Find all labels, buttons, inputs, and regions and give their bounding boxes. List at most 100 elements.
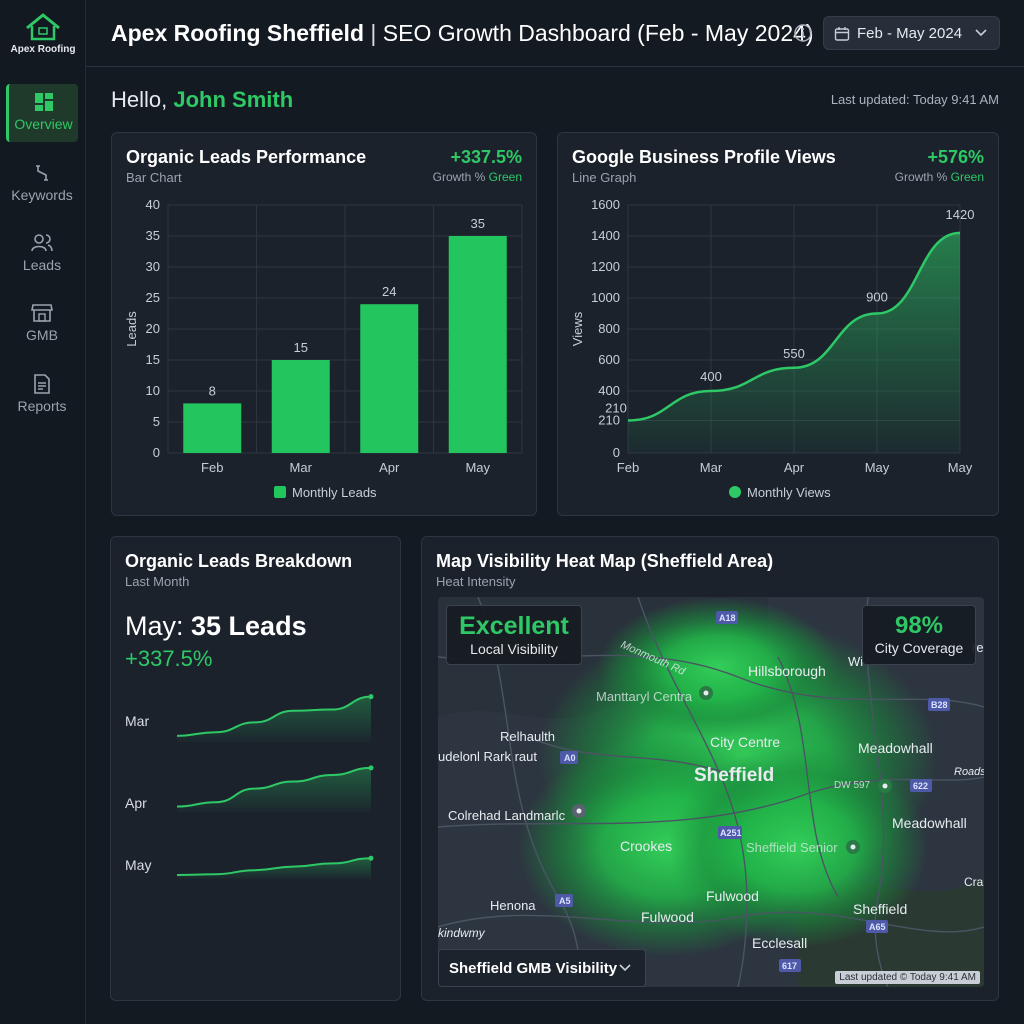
- date-range-picker[interactable]: Feb - May 2024: [823, 16, 1000, 50]
- legend-label: Monthly Views: [747, 485, 831, 500]
- card-subtitle: Heat Intensity: [436, 574, 516, 589]
- data-label: 15: [294, 340, 308, 355]
- organic-leads-card: Organic Leads Performance Bar Chart +337…: [111, 132, 537, 516]
- road-badge: A18: [719, 613, 736, 623]
- data-label: 550: [783, 346, 805, 361]
- sparkline-line: [176, 766, 372, 808]
- place-label: Meadowhall: [858, 740, 933, 756]
- y-tick-label: 15: [146, 352, 160, 367]
- greeting: Hello, John Smith: [111, 87, 293, 113]
- breakdown-month: May:: [125, 611, 192, 641]
- coverage-caption: City Coverage: [874, 640, 964, 656]
- data-label: 400: [700, 369, 722, 384]
- place-label: Ecclesall: [752, 935, 807, 951]
- place-label: Colrehad Landmarlc: [448, 808, 566, 823]
- y-tick-label: 10: [146, 383, 160, 398]
- map-pin-icon: [878, 779, 892, 793]
- place-label: Relhaulth: [500, 729, 555, 744]
- map-layer-label: Sheffield GMB Visibility: [449, 960, 618, 977]
- card-subtitle: Last Month: [125, 574, 190, 589]
- data-label: 210: [605, 400, 627, 415]
- page-title-rest: SEO Growth Dashboard (Feb - May 2024): [382, 20, 814, 46]
- series-line: [627, 231, 961, 422]
- legend-label: Monthly Leads: [292, 485, 377, 500]
- x-tick-label: Apr: [784, 460, 805, 475]
- info-icon[interactable]: [793, 23, 813, 43]
- growth-value: +576%: [927, 147, 984, 167]
- coverage-value: 98%: [894, 612, 944, 639]
- area-fill: [628, 232, 960, 453]
- sparkline-label: Apr: [125, 795, 147, 811]
- sparkline-label: Mar: [125, 713, 150, 729]
- sidebar-item-reports[interactable]: Reports: [6, 366, 78, 424]
- card-subtitle: Line Graph: [572, 170, 637, 185]
- road-badge: B28: [931, 700, 948, 710]
- data-label: 8: [209, 383, 216, 398]
- sparkline-line: [176, 695, 372, 737]
- y-tick-label: 600: [598, 352, 620, 367]
- breakdown-sparklines: [176, 694, 374, 879]
- sidebar-item-label: Overview: [14, 116, 73, 132]
- coverage-badge: 98% City Coverage: [862, 605, 976, 665]
- heat-map-card: Map Visibility Heat Map (Sheffield Area)…: [421, 536, 999, 1001]
- place-label: Manttaryl Centra: [596, 689, 693, 704]
- breakdown-total: May: 35 Leads: [125, 611, 307, 642]
- place-label: City Centre: [710, 734, 780, 750]
- place-label: Meadowhall: [892, 815, 967, 831]
- road-badge: 617: [782, 961, 797, 971]
- y-tick-label: 400: [598, 383, 620, 398]
- x-tick-label: Mar: [700, 460, 723, 475]
- brand-logo[interactable]: Apex Roofing: [0, 12, 86, 55]
- map-credit: Last updated © Today 9:41 AM: [835, 971, 980, 984]
- sparkline-end-point: [368, 855, 374, 861]
- card-title: Organic Leads Performance: [126, 147, 367, 167]
- place-label: kindwmy: [438, 926, 486, 940]
- card-subtitle: Bar Chart: [126, 170, 182, 185]
- y-tick-label: 25: [146, 290, 160, 305]
- growth-caption: Growth % Green: [895, 170, 984, 184]
- y-axis-label: Leads: [124, 311, 139, 347]
- y-tick-label: 1000: [591, 290, 620, 305]
- map-pin-icon: [846, 840, 860, 854]
- bar: [271, 360, 330, 453]
- card-title: Google Business Profile Views: [572, 147, 836, 167]
- place-label: Sheffield: [694, 765, 774, 786]
- place-label: Sheffield: [853, 901, 907, 917]
- road-badge: A5: [559, 896, 571, 906]
- greeting-prefix: Hello,: [111, 87, 174, 112]
- breakdown-leads: 35 Leads: [191, 611, 307, 641]
- growth-caption-color: Green: [488, 170, 522, 184]
- breakdown-growth: +337.5%: [125, 646, 213, 671]
- x-tick-label: Feb: [617, 460, 639, 475]
- views-line-chart: 0 210 400 600 800 1000 1200 1400 1600 Views 210 Feb…: [570, 197, 974, 500]
- road-badge: A0: [564, 753, 576, 763]
- top-header: Apex Roofing Sheffield | SEO Growth Dash…: [86, 0, 1024, 67]
- sidebar-item-gmb[interactable]: GMB: [6, 295, 78, 353]
- heat-map[interactable]: Hillsborough Manttaryl Centra Relhaulth …: [438, 597, 984, 987]
- visibility-rating: Excellent: [459, 612, 569, 640]
- place-label: Hillsborough: [748, 663, 826, 679]
- card-title: Map Visibility Heat Map (Sheffield Area): [436, 551, 774, 571]
- sidebar-item-keywords[interactable]: Keywords: [6, 155, 78, 213]
- place-label: re: [972, 640, 984, 655]
- bar: [448, 236, 507, 453]
- y-axis-label: Views: [570, 311, 585, 346]
- sidebar-item-overview[interactable]: Overview: [6, 84, 78, 142]
- brand-name: Apex Roofing: [10, 44, 76, 55]
- map-layer-select[interactable]: Sheffield GMB Visibility: [438, 949, 646, 987]
- sparkline-area: [177, 696, 371, 742]
- y-tick-label: 0: [153, 445, 160, 460]
- leads-bar-chart: 0 5 10 15 20 25 30 35 40 Leads 8 Feb 15 Mar 24 Apr 35 May…: [124, 197, 523, 500]
- place-label: Henona: [490, 898, 536, 913]
- y-tick-label: 40: [146, 197, 160, 212]
- user-name: John Smith: [173, 87, 294, 112]
- bar: [360, 304, 419, 453]
- x-tick-label: Apr: [379, 460, 400, 475]
- visibility-caption: Local Visibility: [470, 641, 558, 657]
- sidebar-item-leads[interactable]: Leads: [6, 225, 78, 283]
- route-icon: [36, 165, 48, 181]
- visibility-badge: Excellent Local Visibility: [446, 605, 582, 665]
- road-badge: 622: [913, 781, 928, 791]
- place-label: Wi: [848, 654, 863, 669]
- sparkline-line: [176, 857, 372, 876]
